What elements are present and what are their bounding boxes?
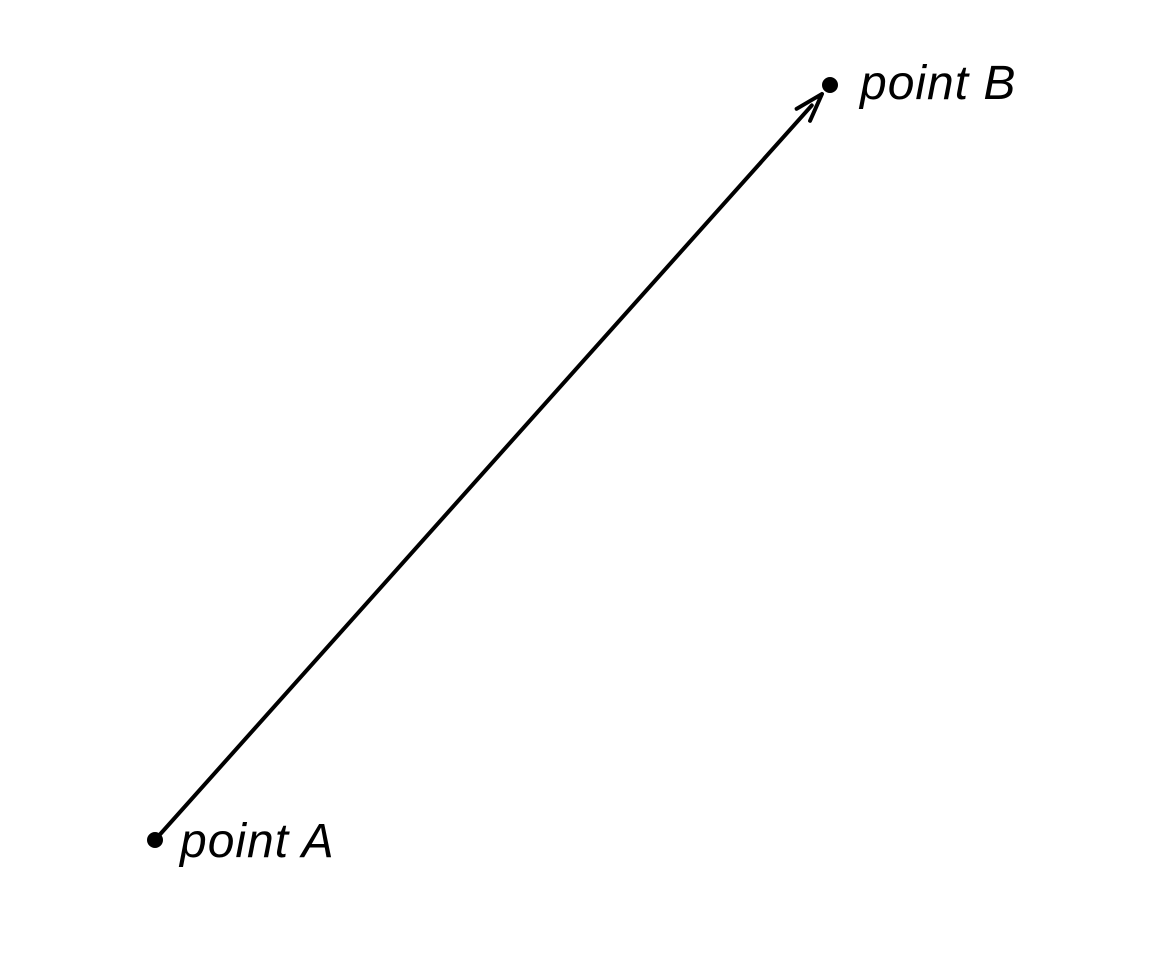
point-a-dot (147, 832, 163, 848)
diagram-stage: point A point B (0, 0, 1152, 972)
label-point-a: point A (180, 818, 335, 866)
diagram-svg (0, 0, 1152, 972)
vector-line (155, 105, 812, 840)
point-b-dot (822, 77, 838, 93)
label-point-b: point B (860, 60, 1016, 108)
